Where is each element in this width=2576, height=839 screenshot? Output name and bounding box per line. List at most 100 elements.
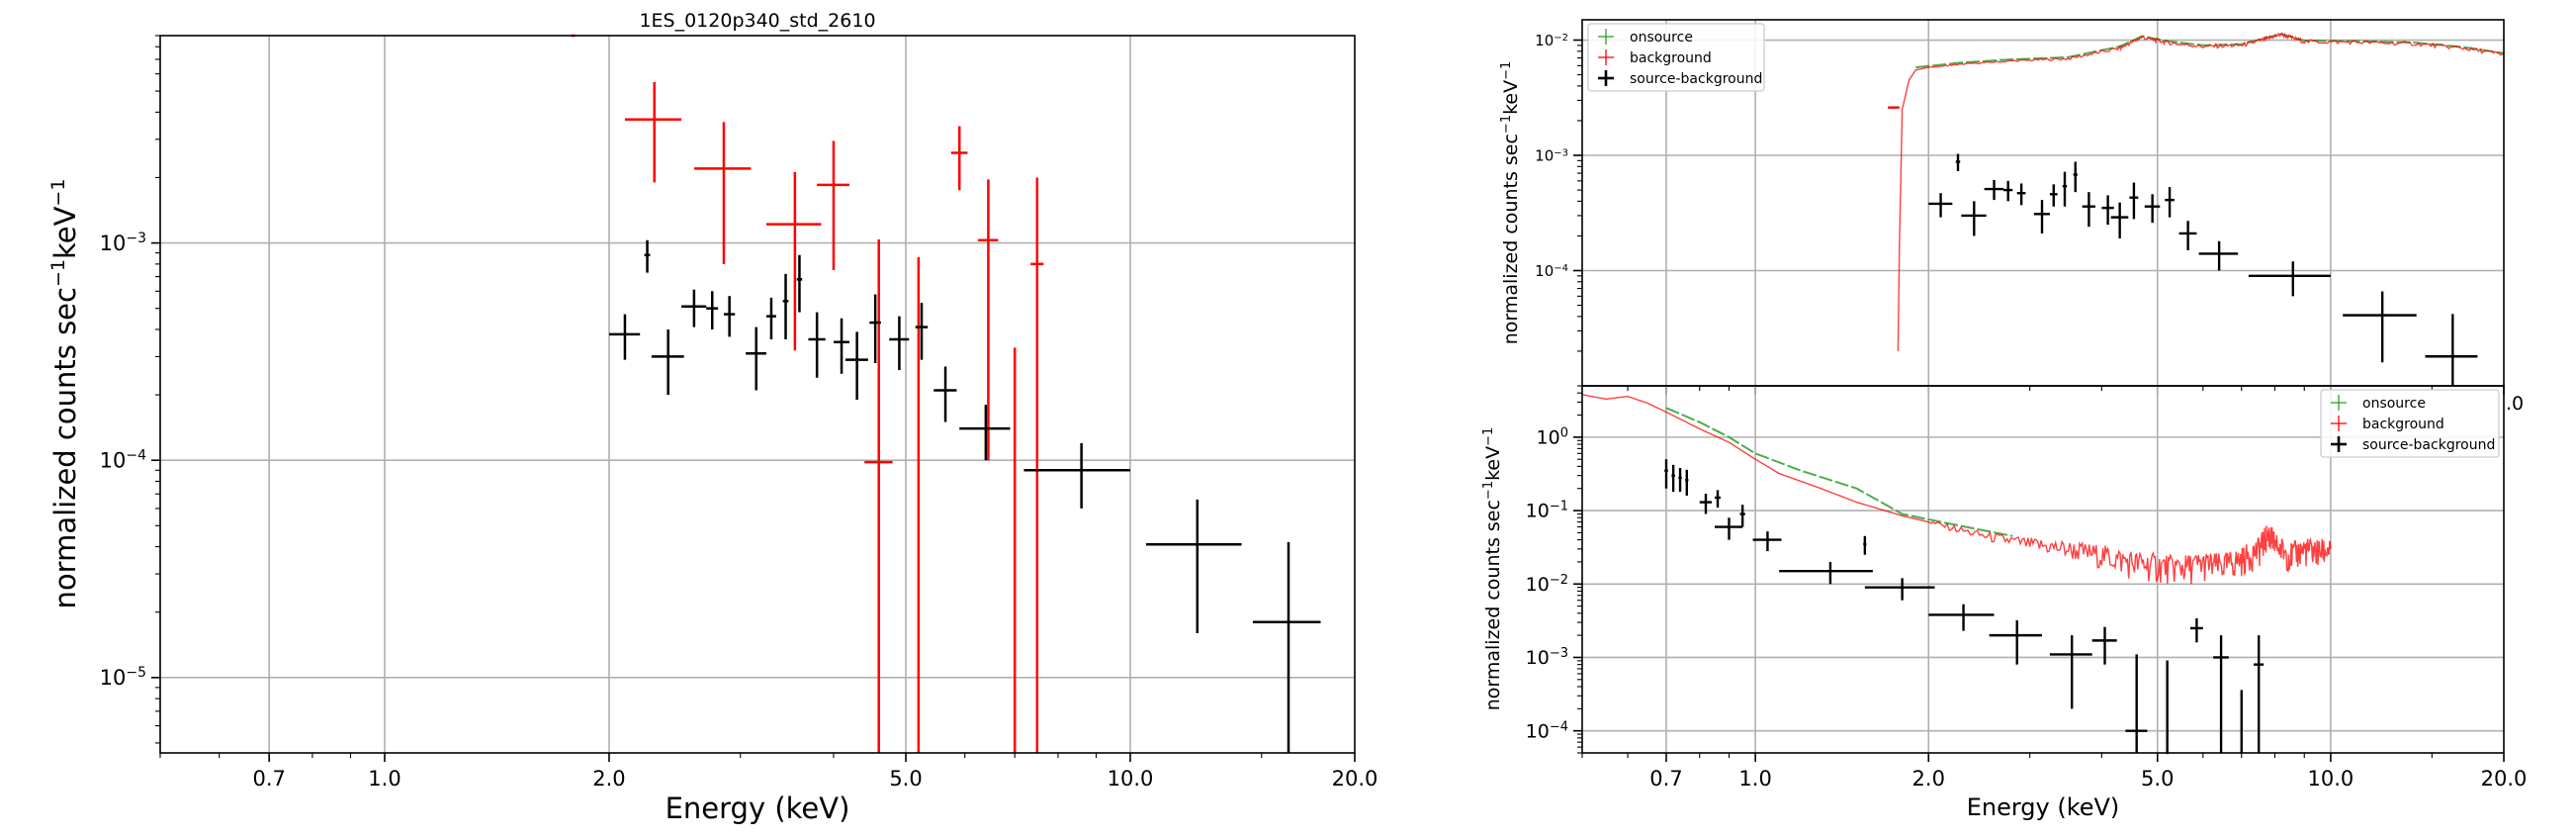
bottom-right-axis-ticks: 0.7 1.0 2.0 5.0 10.0 20.0 100 10−1 10−2 10−3 10−4 bbox=[1526, 385, 2528, 791]
main-data-marks bbox=[571, 34, 1321, 753]
source-background-errorbar bbox=[1685, 469, 1689, 496]
legend-background-label: background bbox=[2362, 417, 2444, 432]
top-right-data-marks bbox=[1888, 106, 2478, 386]
top-right-y-label-sup1: −1 bbox=[1499, 115, 1514, 134]
background-errorbar bbox=[1030, 177, 1044, 753]
source-background-errorbar bbox=[2165, 187, 2175, 218]
source-background-errorbar bbox=[782, 273, 789, 340]
main-y-label-text: normalized counts sec bbox=[48, 287, 82, 608]
x-tick-label: 10.0 bbox=[1108, 767, 1154, 791]
x-tick-label: 2.0 bbox=[1912, 767, 1945, 791]
background-errorbar bbox=[693, 122, 752, 264]
source-background-errorbar bbox=[1664, 459, 1668, 489]
source-background-errorbar bbox=[1928, 193, 1953, 218]
legend-onsource-label: onsource bbox=[1630, 30, 1693, 46]
x-tick-label: 0.7 bbox=[1649, 767, 1682, 791]
source-background-errorbar bbox=[845, 331, 868, 400]
x-tick-label: 20.0 bbox=[2481, 767, 2528, 791]
top-right-grid bbox=[1582, 20, 2504, 386]
bottom-right-chart: 0.7 1.0 2.0 5.0 10.0 20.010010−110−210−310−4 … bbox=[1481, 385, 2528, 821]
y-tick-label: 10−5 bbox=[100, 665, 146, 690]
y-tick-label: 10−2 bbox=[1526, 572, 1568, 596]
source-background-errorbar bbox=[765, 297, 776, 340]
x-tick-label: 5.0 bbox=[2141, 767, 2174, 791]
legend-source-background-marker bbox=[2331, 436, 2347, 452]
source-background-errorbar bbox=[1739, 505, 1745, 527]
background-errorbar bbox=[765, 171, 822, 351]
bottom-right-legend: onsource background source-background bbox=[2320, 389, 2500, 458]
source-background-errorbar bbox=[1955, 153, 1961, 171]
bottom-right-y-label-sup1: −1 bbox=[1481, 481, 1496, 500]
main-chart: 0.7 1.0 2.0 5.0 10.0 20.0 10−3 10−4 10−5 1ES_012… bbox=[47, 10, 1377, 825]
x-tick-label: 0.7 bbox=[252, 767, 285, 791]
bottom-right-y-label-text: normalized counts sec bbox=[1482, 500, 1504, 710]
source-background-errorbar bbox=[933, 366, 957, 422]
source-background-errorbar bbox=[1678, 468, 1682, 493]
source-background-errorbar bbox=[2101, 195, 2114, 226]
source-background-errorbar bbox=[1863, 535, 1867, 555]
legend-background-marker bbox=[2331, 416, 2347, 431]
x-tick-label: 2.0 bbox=[592, 767, 625, 791]
y-tick-label: 10−2 bbox=[1535, 32, 1568, 49]
x-tick-label: 20.0 bbox=[1332, 767, 1378, 791]
main-axis-ticks: 0.7 1.0 2.0 5.0 10.0 20.0 10−3 10−4 10−5 bbox=[100, 35, 1378, 791]
source-background-errorbar bbox=[723, 296, 736, 337]
source-background-errorbar bbox=[1699, 493, 1713, 514]
top-right-edge-label: .0 bbox=[2506, 393, 2524, 415]
source-background-errorbar bbox=[1715, 490, 1721, 508]
source-background-errorbar bbox=[746, 326, 766, 391]
bottom-right-data-marks bbox=[1664, 459, 2265, 755]
background-errorbar bbox=[624, 81, 682, 183]
source-background-errorbar bbox=[1023, 442, 1131, 509]
background-curve bbox=[1581, 394, 2332, 585]
legend-onsource-label: onsource bbox=[2362, 396, 2426, 412]
top-right-curves bbox=[1897, 32, 2505, 351]
source-background-errorbar bbox=[1779, 561, 1873, 585]
source-background-errorbar bbox=[869, 294, 881, 363]
legend-source-background-marker bbox=[1598, 70, 1614, 86]
y-tick-label: 10−1 bbox=[1526, 499, 1568, 522]
top-right-y-label-unit: keV bbox=[1500, 80, 1522, 115]
y-tick-label: 100 bbox=[1537, 425, 1568, 449]
background-errorbar bbox=[917, 256, 921, 753]
bottom-right-x-axis-label: Energy (keV) bbox=[1967, 793, 2120, 821]
source-background-errorbar bbox=[796, 254, 803, 313]
legend-background-marker bbox=[1598, 49, 1614, 65]
source-background-errorbar bbox=[2003, 180, 2013, 202]
source-background-errorbar bbox=[1252, 541, 1321, 753]
main-y-label-sup2: −1 bbox=[47, 179, 69, 207]
top-right-y-label-text: normalized counts sec bbox=[1500, 134, 1522, 344]
main-x-axis-label: Energy (keV) bbox=[666, 792, 850, 825]
top-right-legend-box bbox=[1587, 23, 1765, 92]
source-background-errorbar bbox=[889, 316, 910, 371]
onsource-curve bbox=[1915, 33, 2505, 69]
source-background-errorbar bbox=[2062, 171, 2068, 207]
source-background-errorbar bbox=[2166, 660, 2169, 755]
source-background-errorbar bbox=[2110, 202, 2129, 239]
bottom-right-curves bbox=[1581, 394, 2332, 585]
source-background-errorbar bbox=[2049, 635, 2092, 709]
source-background-errorbar bbox=[2049, 184, 2058, 207]
x-tick-label: 1.0 bbox=[368, 767, 400, 791]
source-background-errorbar bbox=[1145, 499, 1242, 634]
source-background-errorbar bbox=[2033, 200, 2050, 233]
source-background-errorbar bbox=[833, 318, 849, 374]
x-tick-label: 1.0 bbox=[1738, 767, 1771, 791]
source-background-errorbar bbox=[1989, 619, 2043, 665]
source-background-errorbar bbox=[2198, 240, 2239, 271]
bottom-right-y-label-sup2: −1 bbox=[1481, 427, 1496, 446]
main-plot-frame bbox=[159, 35, 1356, 754]
bottom-right-y-label-unit: keV bbox=[1482, 446, 1504, 481]
background-errorbar bbox=[817, 140, 849, 271]
source-background-errorbar bbox=[1984, 180, 2004, 201]
source-background-errorbar bbox=[2144, 194, 2161, 224]
source-background-errorbar bbox=[651, 328, 684, 396]
source-background-errorbar bbox=[2254, 635, 2265, 753]
source-background-errorbar bbox=[2178, 221, 2197, 250]
legend-onsource-marker bbox=[1598, 29, 1614, 45]
source-background-errorbar bbox=[1928, 604, 1995, 631]
source-background-errorbar bbox=[608, 314, 641, 360]
bottom-right-legend-box bbox=[2320, 389, 2500, 458]
source-background-errorbar bbox=[2091, 626, 2117, 665]
